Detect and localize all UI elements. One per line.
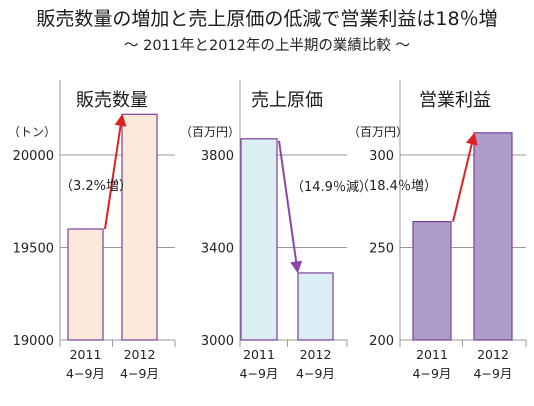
bar-2012 bbox=[297, 272, 334, 341]
page-subtitle: ～ 2011年と2012年の上半期の業績比較 ～ bbox=[123, 38, 411, 54]
x-category-year: 2011 bbox=[416, 347, 448, 362]
x-category-period: 4−9月 bbox=[66, 366, 105, 381]
bar-2011 bbox=[67, 228, 104, 341]
bar-2012 bbox=[121, 113, 158, 341]
change-arrow bbox=[278, 140, 303, 274]
y-tick-label: 20000 bbox=[13, 149, 54, 164]
x-category-year: 2012 bbox=[124, 347, 156, 362]
bar-2011 bbox=[240, 138, 278, 341]
x-category-period: 4−9月 bbox=[120, 366, 159, 381]
x-category-year: 2011 bbox=[70, 347, 102, 362]
bar-2012 bbox=[473, 132, 513, 341]
chart-panel-1: 販売数量 （トン） 19000 19500 20000 2011 4−9月 2012 4−9月 （… bbox=[8, 80, 176, 381]
x-category-year: 2012 bbox=[477, 347, 509, 362]
y-tick-label: 250 bbox=[369, 242, 394, 257]
chart-panel-3: 営業利益 （百万円） 200 250 300 2011 4−9月 2012 4−9月 （18.4％… bbox=[348, 80, 527, 381]
bar-2011 bbox=[412, 221, 452, 341]
y-axis-unit: （百万円） bbox=[348, 125, 408, 139]
change-annotation: （3.2%増） bbox=[60, 179, 132, 194]
change-arrow bbox=[452, 132, 478, 222]
change-arrow bbox=[104, 113, 127, 230]
change-annotation: （14.9％減） bbox=[291, 179, 372, 195]
chart-title: 営業利益 bbox=[419, 90, 491, 111]
x-category-period: 4−9月 bbox=[240, 366, 279, 381]
y-axis-unit: （トン） bbox=[8, 125, 56, 139]
x-category-period: 4−9月 bbox=[474, 366, 513, 381]
y-tick-label: 200 bbox=[369, 334, 394, 349]
chart-panel-2: 売上原価 （百万円） 3000 3400 3800 2011 4−9月 2012 4−9月 （14… bbox=[180, 80, 372, 381]
change-annotation: （18.4％増） bbox=[356, 179, 437, 194]
chart-title: 販売数量 bbox=[76, 90, 148, 111]
y-tick-label: 3000 bbox=[201, 334, 234, 349]
x-category-period: 4−9月 bbox=[296, 366, 335, 381]
y-tick-label: 300 bbox=[369, 149, 394, 164]
y-tick-label: 3800 bbox=[201, 149, 234, 164]
y-tick-label: 19000 bbox=[13, 334, 54, 349]
x-category-year: 2012 bbox=[300, 347, 332, 362]
x-category-year: 2011 bbox=[243, 347, 275, 362]
page-title: 販売数量の増加と売上原価の低減で営業利益は18％増 bbox=[36, 8, 498, 30]
x-category-period: 4−9月 bbox=[413, 366, 452, 381]
chart-title: 売上原価 bbox=[251, 90, 323, 111]
y-tick-label: 3400 bbox=[201, 242, 234, 257]
y-tick-label: 19500 bbox=[13, 242, 54, 257]
y-axis-unit: （百万円） bbox=[180, 125, 240, 139]
